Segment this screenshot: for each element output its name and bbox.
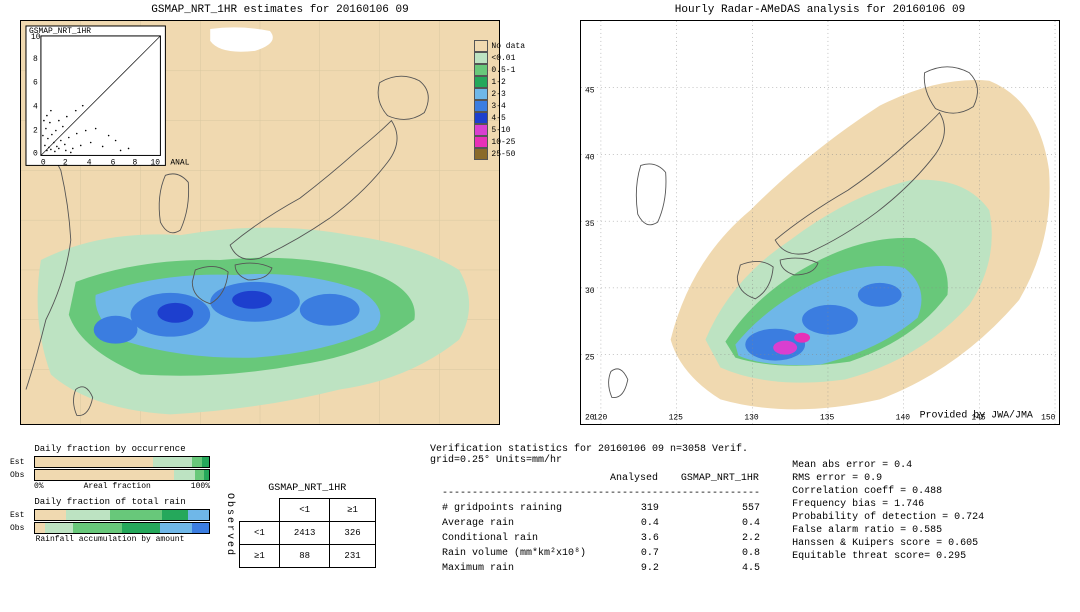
- gsmap-map: 0 2 4 6 8 10 0 2 4 6 8 10 GSMAP_NRT_1HR …: [21, 21, 499, 424]
- colorbar-item: No data: [474, 40, 525, 52]
- verification-table: Analysed GSMAP_NRT_1HR -----------------…: [430, 470, 772, 577]
- fraction-bar-row: Obs: [10, 469, 210, 481]
- svg-text:ANAL: ANAL: [170, 158, 189, 167]
- svg-text:135: 135: [820, 413, 835, 422]
- fraction-bar-row: Est: [10, 456, 210, 468]
- svg-text:4: 4: [33, 103, 38, 112]
- svg-text:125: 125: [669, 413, 684, 422]
- colorbar-item: 25-50: [474, 148, 525, 160]
- contingency-panel: Observed GSMAP_NRT_1HR <1 ≥1 <1 2413 326…: [220, 444, 420, 606]
- svg-text:8: 8: [33, 55, 38, 64]
- metric-line: Probability of detection = 0.724: [792, 512, 1070, 523]
- svg-text:25: 25: [585, 354, 595, 363]
- svg-text:6: 6: [111, 158, 116, 167]
- metric-line: False alarm ratio = 0.585: [792, 525, 1070, 536]
- metric-line: Frequency bias = 1.746: [792, 499, 1070, 510]
- svg-text:10: 10: [150, 158, 160, 167]
- right-panel-title: Hourly Radar-AMeDAS analysis for 2016010…: [560, 0, 1080, 20]
- svg-text:6: 6: [33, 79, 38, 88]
- verif-row: Average rain0.40.4: [432, 517, 770, 530]
- left-panel-title: GSMAP_NRT_1HR estimates for 20160106 09: [0, 0, 560, 20]
- svg-text:Provided by JWA/JMA: Provided by JWA/JMA: [920, 409, 1033, 420]
- colorbar-item: 5-10: [474, 124, 525, 136]
- colorbar-item: <0.01: [474, 52, 525, 64]
- verif-row: Maximum rain9.24.5: [432, 562, 770, 575]
- contingency-table: <1 ≥1 <1 2413 326 ≥1 88 231: [239, 498, 376, 568]
- fraction-bar-row: Est: [10, 509, 210, 521]
- colorbar-item: 0.5-1: [474, 64, 525, 76]
- svg-text:2: 2: [33, 127, 38, 136]
- svg-text:140: 140: [896, 413, 911, 422]
- verif-row: # gridpoints raining319557: [432, 502, 770, 515]
- colorbar-item: 3-4: [474, 100, 525, 112]
- radar-map: 454035 302520 120125130 135140145 150 Pr…: [581, 21, 1059, 424]
- svg-text:GSMAP_NRT_1HR: GSMAP_NRT_1HR: [29, 27, 91, 36]
- svg-text:150: 150: [1041, 413, 1056, 422]
- svg-text:8: 8: [133, 158, 138, 167]
- verification-panel: Verification statistics for 20160106 09 …: [430, 444, 1070, 606]
- svg-text:45: 45: [585, 87, 595, 96]
- svg-text:120: 120: [593, 413, 608, 422]
- svg-text:130: 130: [744, 413, 759, 422]
- metric-line: Mean abs error = 0.4: [792, 460, 1070, 471]
- colorbar-item: 2-3: [474, 88, 525, 100]
- rain-colorbar: No data<0.010.5-11-22-33-44-55-1010-2525…: [474, 40, 525, 160]
- svg-text:2: 2: [63, 158, 68, 167]
- fraction-bar-row: Obs: [10, 522, 210, 534]
- fraction-bars: Daily fraction by occurrence EstObs 0% A…: [10, 444, 210, 606]
- svg-text:4: 4: [87, 158, 92, 167]
- svg-text:30: 30: [585, 287, 595, 296]
- svg-text:35: 35: [585, 220, 595, 229]
- colorbar-item: 1-2: [474, 76, 525, 88]
- metric-line: Equitable threat score= 0.295: [792, 551, 1070, 562]
- svg-text:40: 40: [585, 153, 595, 162]
- verif-row: Rain volume (mm*km²x10⁸)0.70.8: [432, 547, 770, 560]
- occurrence-title: Daily fraction by occurrence: [10, 444, 210, 454]
- colorbar-item: 4-5: [474, 112, 525, 124]
- metric-line: RMS error = 0.9: [792, 473, 1070, 484]
- gsmap-estimate-panel: GSMAP_NRT_1HR estimates for 20160106 09: [0, 0, 560, 440]
- radar-amedas-panel: Hourly Radar-AMeDAS analysis for 2016010…: [560, 0, 1080, 440]
- totalrain-title: Daily fraction of total rain: [10, 497, 210, 507]
- verification-metrics: Mean abs error = 0.4 RMS error = 0.9 Corre…: [792, 444, 1070, 606]
- metric-line: Hanssen & Kuipers score = 0.605: [792, 538, 1070, 549]
- metric-line: Correlation coeff = 0.488: [792, 486, 1070, 497]
- svg-text:0: 0: [33, 149, 38, 158]
- verif-row: Conditional rain3.62.2: [432, 532, 770, 545]
- svg-text:0: 0: [41, 158, 46, 167]
- colorbar-item: 10-25: [474, 136, 525, 148]
